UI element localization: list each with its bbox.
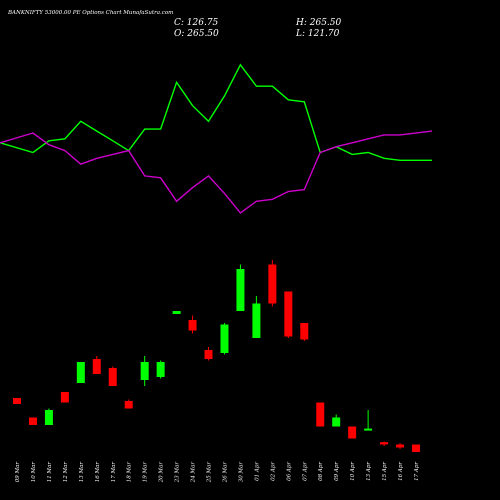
x-tick-label: 17 Apr [414, 462, 420, 481]
x-tick-label: 30 Mar [238, 462, 244, 483]
x-tick-label: 10 Apr [350, 462, 356, 481]
candle-down [348, 426, 357, 439]
x-tick-label: 07 Apr [302, 462, 308, 481]
x-tick-label: 11 Mar [47, 462, 53, 483]
candle-up [236, 269, 245, 311]
candle-up [76, 362, 85, 383]
candle-down [412, 444, 420, 452]
x-tick-label: 09 Mar [15, 462, 21, 483]
candle-down [284, 291, 293, 337]
indicator-line-2 [0, 130, 433, 214]
high-value: H: 265.50 [296, 18, 342, 28]
candle-up [332, 417, 341, 427]
chart-title: BANKNIFTY 53000.00 PE Options Chart Muna… [8, 10, 174, 16]
open-value: O: 265.50 [174, 29, 219, 39]
candle-down [396, 444, 405, 448]
x-tick-label: 17 Mar [111, 462, 117, 483]
candle-up [44, 410, 53, 425]
candle-down [13, 398, 21, 404]
x-tick-label: 09 Apr [334, 462, 340, 481]
x-tick-label: 23 Mar [175, 462, 181, 484]
indicator-line-1 [0, 63, 432, 162]
candle-down [268, 264, 277, 304]
x-tick-label: 16 Mar [95, 462, 101, 483]
x-tick-label: 15 Apr [382, 462, 388, 481]
low-value: L: 121.70 [296, 29, 340, 39]
candle-up [172, 311, 181, 314]
candle-down [108, 368, 117, 386]
x-tick-label: 25 Mar [207, 462, 213, 484]
candle-up [156, 362, 165, 377]
x-tick-label: 01 Apr [254, 462, 260, 481]
candle-up [220, 324, 229, 353]
x-tick-label: 20 Mar [159, 462, 165, 484]
close-value: C: 126.75 [174, 18, 219, 28]
x-tick-label: 24 Mar [191, 462, 197, 484]
x-tick-label: 02 Apr [270, 462, 276, 481]
candle-up [252, 303, 261, 338]
candle-down [92, 359, 101, 374]
x-tick-label: 08 Apr [318, 462, 324, 481]
x-tick-label: 13 Mar [79, 462, 85, 483]
x-tick-label: 10 Mar [31, 462, 37, 483]
candle-down [204, 350, 213, 359]
candle-up [364, 428, 373, 431]
candle-down [188, 320, 197, 331]
candle-down [300, 323, 309, 340]
x-tick-label: 18 Mar [127, 462, 133, 483]
candle-down [124, 401, 133, 409]
x-tick-label: 13 Apr [366, 462, 372, 481]
x-tick-label: 26 Mar [222, 462, 228, 484]
candle-down [316, 402, 325, 427]
x-tick-label: 12 Mar [63, 462, 69, 483]
x-tick-label: 06 Apr [286, 462, 292, 481]
candle-down [28, 417, 37, 425]
x-tick-label: 19 Mar [143, 462, 149, 483]
candle-down [60, 392, 69, 403]
candle-down [380, 442, 389, 445]
x-tick-label: 16 Apr [398, 462, 404, 481]
candle-up [140, 362, 149, 380]
